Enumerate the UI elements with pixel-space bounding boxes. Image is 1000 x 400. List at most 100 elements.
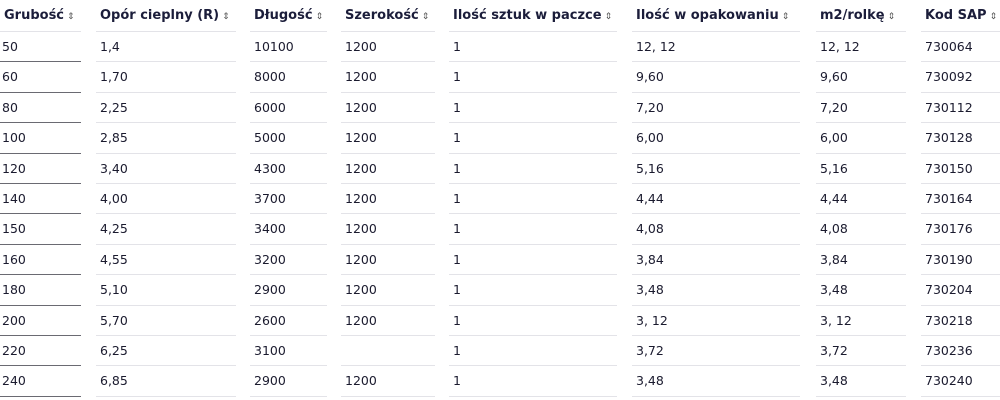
- table-cell: 1: [449, 154, 617, 184]
- table-cell: 2,25: [96, 93, 236, 124]
- table-cell: 8000: [250, 62, 327, 93]
- table-cell: 1,70: [96, 62, 236, 93]
- table-cell: 3,48: [632, 275, 800, 306]
- table-cell: 3,72: [816, 336, 906, 367]
- table-cell: 2900: [250, 275, 327, 306]
- table-cell: 50: [0, 32, 81, 63]
- table-cell: 12, 12: [632, 32, 800, 63]
- table-header: Grubość ⇕ Opór cieplny (R) ⇕ Długość ⇕ Szeroko…: [0, 0, 1000, 32]
- table-cell: 730176: [921, 214, 1000, 245]
- table-cell: 4,44: [632, 184, 800, 215]
- table-cell: 1200: [341, 214, 435, 245]
- table-cell: 730236: [921, 336, 1000, 367]
- table-row: 100 2,85 5000 1200 1 6,00 6,00 730128: [0, 123, 1000, 154]
- table-cell: 730150: [921, 154, 1000, 184]
- table-cell: 1200: [341, 93, 435, 124]
- table-cell: 2900: [250, 366, 327, 397]
- table-cell: 1200: [341, 366, 435, 397]
- table-cell: 180: [0, 275, 81, 306]
- table-cell: 150: [0, 214, 81, 245]
- table-cell: 12, 12: [816, 32, 906, 63]
- column-header[interactable]: Grubość ⇕: [0, 0, 81, 32]
- table-cell: 6,00: [816, 123, 906, 154]
- table-cell: 1200: [341, 32, 435, 63]
- table-row: 160 4,55 3200 1200 1 3,84 3,84 730190: [0, 245, 1000, 276]
- table-cell: 3,72: [632, 336, 800, 367]
- table-cell: 4,44: [816, 184, 906, 215]
- table-cell: 1,4: [96, 32, 236, 63]
- table-cell: 60: [0, 62, 81, 93]
- table-cell: 9,60: [816, 62, 906, 93]
- table-cell: 1: [449, 123, 617, 154]
- table-cell: 80: [0, 93, 81, 124]
- table-cell: 1: [449, 245, 617, 276]
- sort-icon[interactable]: ⇕: [67, 12, 75, 22]
- table-cell: 4,00: [96, 184, 236, 215]
- column-header[interactable]: Opór cieplny (R) ⇕: [96, 0, 236, 32]
- table-cell: 3,84: [632, 245, 800, 276]
- table-cell: 3, 12: [816, 306, 906, 336]
- table-cell: 7,20: [816, 93, 906, 124]
- column-header[interactable]: Kod SAP ⇕: [921, 0, 1000, 32]
- table-cell: 1200: [341, 245, 435, 276]
- table-cell: 3,48: [632, 366, 800, 397]
- column-header[interactable]: Szerokość ⇕: [341, 0, 435, 32]
- table-cell: 5,16: [632, 154, 800, 184]
- table-cell: 1200: [341, 154, 435, 184]
- table-cell: [341, 336, 435, 367]
- table-cell: 1: [449, 93, 617, 124]
- table-cell: 4300: [250, 154, 327, 184]
- table-cell: 1: [449, 306, 617, 336]
- table-cell: 1: [449, 32, 617, 63]
- table-cell: 5,16: [816, 154, 906, 184]
- sort-icon[interactable]: ⇕: [887, 12, 896, 22]
- table-cell: 3100: [250, 336, 327, 367]
- table-cell: 730218: [921, 306, 1000, 336]
- table-cell: 200: [0, 306, 81, 336]
- table-cell: 3400: [250, 214, 327, 245]
- column-header-label: Grubość: [4, 8, 65, 23]
- table-cell: 3,84: [816, 245, 906, 276]
- table-cell: 1: [449, 62, 617, 93]
- sort-icon[interactable]: ⇕: [315, 12, 324, 22]
- column-header[interactable]: Ilość sztuk w paczce ⇕: [449, 0, 617, 32]
- table-cell: 730092: [921, 62, 1000, 93]
- table-cell: 730128: [921, 123, 1000, 154]
- table-cell: 6,85: [96, 366, 236, 397]
- table-cell: 4,25: [96, 214, 236, 245]
- table-cell: 3, 12: [632, 306, 800, 336]
- table-cell: 1: [449, 275, 617, 306]
- table-cell: 4,08: [632, 214, 800, 245]
- table-cell: 730112: [921, 93, 1000, 124]
- table-cell: 1: [449, 214, 617, 245]
- sort-icon[interactable]: ⇕: [989, 12, 998, 22]
- column-header-label: Kod SAP: [925, 8, 987, 23]
- table-cell: 1: [449, 184, 617, 215]
- column-header[interactable]: Ilość w opakowaniu ⇕: [632, 0, 800, 32]
- sort-icon[interactable]: ⇕: [222, 12, 230, 22]
- table-cell: 160: [0, 245, 81, 276]
- table-cell: 6000: [250, 93, 327, 124]
- sort-icon[interactable]: ⇕: [421, 12, 430, 22]
- table-cell: 1: [449, 336, 617, 367]
- table-row: 60 1,70 8000 1200 1 9,60 9,60 730092: [0, 62, 1000, 93]
- column-header-label: Długość: [254, 8, 313, 23]
- sort-icon[interactable]: ⇕: [604, 12, 613, 22]
- table-row: 120 3,40 4300 1200 1 5,16 5,16 730150: [0, 154, 1000, 184]
- table-row: 80 2,25 6000 1200 1 7,20 7,20 730112: [0, 93, 1000, 124]
- table-cell: 3700: [250, 184, 327, 215]
- column-header[interactable]: m2/rolkę ⇕: [816, 0, 906, 32]
- table-cell: 2,85: [96, 123, 236, 154]
- table-cell: 3,48: [816, 366, 906, 397]
- column-header[interactable]: Długość ⇕: [250, 0, 327, 32]
- column-header-label: m2/rolkę: [820, 8, 885, 23]
- sort-icon[interactable]: ⇕: [781, 12, 790, 22]
- column-header-label: Ilość sztuk w paczce: [453, 8, 602, 23]
- table-cell: 220: [0, 336, 81, 367]
- table-cell: 730190: [921, 245, 1000, 276]
- table-cell: 730164: [921, 184, 1000, 215]
- table-row: 50 1,4 10100 1200 1 12, 12 12, 12 730064: [0, 32, 1000, 63]
- table-cell: 5,70: [96, 306, 236, 336]
- table-row: 150 4,25 3400 1200 1 4,08 4,08 730176: [0, 214, 1000, 245]
